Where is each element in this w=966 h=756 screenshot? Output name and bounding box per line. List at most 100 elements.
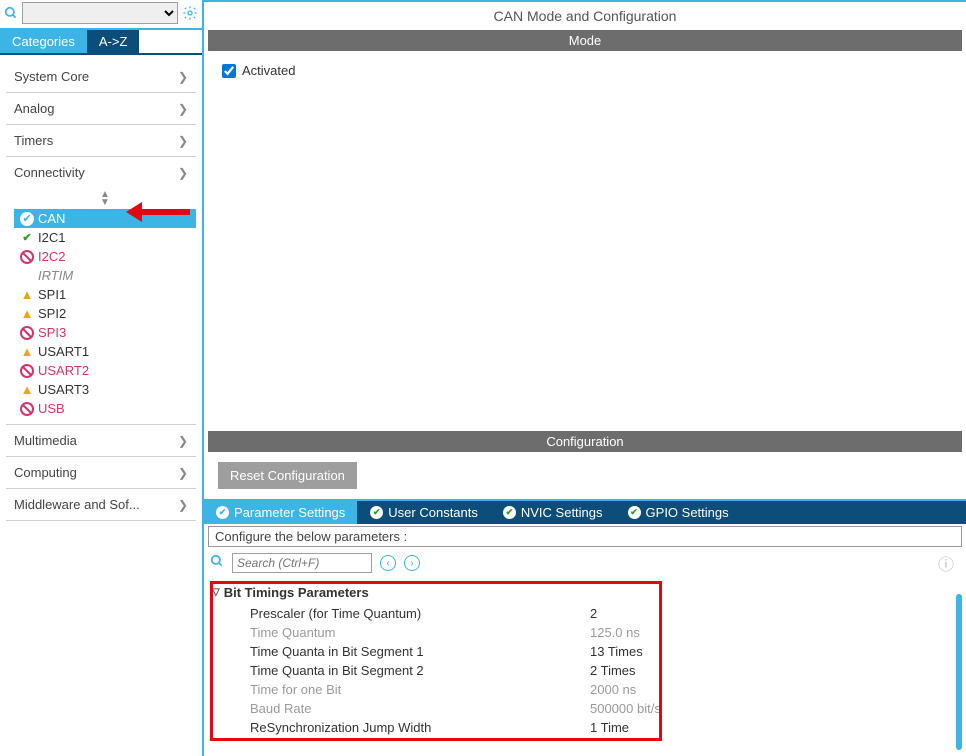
param-key: Time Quantum: [250, 625, 590, 640]
param-value: 13 Times: [590, 644, 643, 659]
connectivity-item-spi2[interactable]: ▲SPI2: [14, 304, 196, 323]
connectivity-item-label: USART3: [38, 382, 89, 397]
connectivity-item-label: USART2: [38, 363, 89, 378]
chevron-right-icon: ❯: [178, 466, 188, 480]
cat-label: Timers: [14, 133, 53, 148]
ok-icon: ✔: [370, 506, 383, 519]
config-area: Reset Configuration ✔Parameter Settings✔…: [204, 452, 966, 737]
ok-icon: ✔: [20, 212, 34, 226]
cat-computing[interactable]: Computing ❯: [6, 457, 196, 489]
param-key: Time Quanta in Bit Segment 1: [250, 644, 590, 659]
config-tab-label: NVIC Settings: [521, 505, 603, 520]
sidebar-tabs: Categories A->Z: [0, 30, 202, 55]
param-key: Prescaler (for Time Quantum): [250, 606, 590, 621]
connectivity-item-label: SPI1: [38, 287, 66, 302]
cat-label: Multimedia: [14, 433, 77, 448]
param-value: 1 Time: [590, 720, 629, 735]
param-key: Time for one Bit: [250, 682, 590, 697]
param-key: Time Quanta in Bit Segment 2: [250, 663, 590, 678]
connectivity-item-label: USB: [38, 401, 65, 416]
cat-timers[interactable]: Timers ❯: [6, 125, 196, 157]
config-tab-parameter-settings[interactable]: ✔ Parameter Settings: [204, 501, 358, 524]
config-tab-nvic-settings[interactable]: ✔NVIC Settings: [491, 501, 616, 524]
reset-row: Reset Configuration: [204, 452, 966, 499]
check-icon: ✔: [20, 231, 34, 245]
connectivity-item-usart1[interactable]: ▲ USART1: [14, 342, 196, 361]
activated-label: Activated: [242, 63, 295, 78]
warn-icon: ▲: [20, 345, 34, 359]
connectivity-item-label: USART1: [38, 344, 89, 359]
connectivity-item-i2c2[interactable]: I2C2: [14, 247, 196, 266]
mode-body: Activated: [204, 51, 966, 431]
activated-row[interactable]: Activated: [222, 63, 948, 78]
config-tab-label: GPIO Settings: [646, 505, 729, 520]
cat-label: Middleware and Sof...: [14, 497, 140, 512]
chevron-right-icon: ❯: [178, 434, 188, 448]
connectivity-item-irtim[interactable]: IRTIM: [14, 266, 196, 285]
connectivity-item-usart2[interactable]: USART2: [14, 361, 196, 380]
param-row[interactable]: Time Quanta in Bit Segment 113 Times: [210, 642, 958, 661]
connectivity-item-usb[interactable]: USB: [14, 399, 196, 418]
param-row: Time for one Bit2000 ns: [210, 680, 958, 699]
cat-connectivity[interactable]: Connectivity ❯: [6, 157, 196, 188]
config-section-bar: Configuration: [208, 431, 962, 452]
connectivity-item-label: SPI3: [38, 325, 66, 340]
tab-az[interactable]: A->Z: [87, 30, 140, 53]
tab-categories[interactable]: Categories: [0, 30, 87, 53]
config-tabs: ✔Parameter Settings✔User Constants✔NVIC …: [204, 499, 966, 524]
config-tab-gpio-settings[interactable]: ✔ GPIO Settings: [616, 501, 742, 524]
search-next-icon[interactable]: ›: [404, 555, 420, 571]
ban-icon: [20, 364, 34, 378]
connectivity-item-i2c1[interactable]: ✔ I2C1: [14, 228, 196, 247]
cat-analog[interactable]: Analog ❯: [6, 93, 196, 125]
ban-icon: [20, 402, 34, 416]
param-group-header[interactable]: ▽ Bit Timings Parameters: [210, 581, 958, 604]
sidebar-search-select[interactable]: [22, 2, 178, 24]
config-tab-label: Parameter Settings: [234, 505, 345, 520]
connectivity-item-spi1[interactable]: ▲ SPI1: [14, 285, 196, 304]
right-panel: CAN Mode and Configuration Mode Activate…: [204, 0, 966, 756]
cat-multimedia[interactable]: Multimedia ❯: [6, 424, 196, 457]
activated-checkbox[interactable]: [222, 64, 236, 78]
param-value: 125.0 ns: [590, 625, 640, 640]
config-tab-user-constants[interactable]: ✔User Constants: [358, 501, 491, 524]
cat-system-core[interactable]: System Core ❯: [6, 61, 196, 93]
left-panel: Categories A->Z System Core ❯ Analog ❯ T…: [0, 0, 204, 756]
config-note: Configure the below parameters :: [208, 526, 962, 547]
param-row: Baud Rate500000 bit/s: [210, 699, 958, 718]
param-row: Time Quantum125.0 ns: [210, 623, 958, 642]
annotation-arrow: [126, 202, 190, 222]
category-list: System Core ❯ Analog ❯ Timers ❯ Connecti…: [0, 55, 202, 527]
connectivity-item-spi3[interactable]: SPI3: [14, 323, 196, 342]
sidebar-search-row: [0, 0, 202, 30]
param-value: 500000 bit/s: [590, 701, 661, 716]
param-value: 2 Times: [590, 663, 636, 678]
ban-icon: [20, 326, 34, 340]
connectivity-item-usart3[interactable]: ▲USART3: [14, 380, 196, 399]
param-value: 2000 ns: [590, 682, 636, 697]
chevron-right-icon: ❯: [178, 134, 188, 148]
cat-middleware[interactable]: Middleware and Sof... ❯: [6, 489, 196, 521]
search-prev-icon[interactable]: ‹: [380, 555, 396, 571]
param-row[interactable]: Prescaler (for Time Quantum)2: [210, 604, 958, 623]
reset-configuration-button[interactable]: Reset Configuration: [218, 462, 357, 489]
info-icon[interactable]: ⓘ: [938, 551, 960, 575]
scrollbar-indicator[interactable]: [956, 594, 962, 750]
param-search-row: ‹ › ⓘ: [204, 547, 966, 579]
param-search-input[interactable]: [232, 553, 372, 573]
chevron-right-icon: ❯: [178, 498, 188, 512]
param-row[interactable]: Time Quanta in Bit Segment 22 Times: [210, 661, 958, 680]
param-value: 2: [590, 606, 597, 621]
ok-icon: ✔: [216, 506, 229, 519]
cat-label: System Core: [14, 69, 89, 84]
connectivity-item-label: I2C2: [38, 249, 65, 264]
warn-icon: ▲: [20, 288, 34, 302]
connectivity-item-label: I2C1: [38, 230, 65, 245]
param-row[interactable]: ReSynchronization Jump Width1 Time: [210, 718, 958, 737]
mode-section-bar: Mode: [208, 30, 962, 51]
ok-icon: ✔: [628, 506, 641, 519]
params-wrap: ▽ Bit Timings Parameters Prescaler (for …: [210, 581, 958, 737]
gear-icon[interactable]: [180, 3, 200, 23]
param-key: Baud Rate: [250, 701, 590, 716]
chevron-right-icon: ❯: [178, 70, 188, 84]
